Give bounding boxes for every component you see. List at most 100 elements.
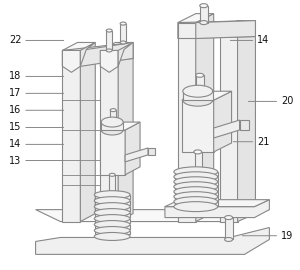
Polygon shape — [214, 120, 239, 138]
Polygon shape — [100, 122, 140, 130]
Polygon shape — [175, 192, 218, 196]
Polygon shape — [125, 148, 148, 162]
Polygon shape — [178, 23, 196, 222]
Ellipse shape — [196, 73, 204, 77]
Polygon shape — [175, 197, 218, 201]
Polygon shape — [178, 14, 214, 23]
Polygon shape — [225, 218, 232, 239]
Polygon shape — [36, 228, 269, 254]
Polygon shape — [95, 219, 130, 222]
Polygon shape — [195, 152, 202, 172]
Polygon shape — [200, 6, 208, 23]
Polygon shape — [238, 21, 256, 222]
Ellipse shape — [94, 203, 130, 211]
Polygon shape — [100, 50, 118, 222]
Ellipse shape — [174, 182, 218, 192]
Polygon shape — [165, 200, 269, 207]
Ellipse shape — [194, 150, 202, 154]
Polygon shape — [214, 91, 232, 152]
Polygon shape — [62, 42, 95, 50]
Ellipse shape — [109, 173, 115, 176]
Ellipse shape — [174, 177, 218, 187]
Polygon shape — [62, 50, 80, 66]
Ellipse shape — [110, 129, 116, 131]
Polygon shape — [183, 91, 213, 100]
Polygon shape — [175, 172, 218, 176]
Polygon shape — [106, 31, 112, 50]
Polygon shape — [110, 110, 116, 130]
Polygon shape — [148, 148, 155, 155]
Polygon shape — [62, 50, 80, 72]
Polygon shape — [95, 207, 130, 211]
Text: 15: 15 — [9, 123, 21, 133]
Polygon shape — [95, 195, 130, 199]
Ellipse shape — [94, 221, 130, 228]
Ellipse shape — [174, 172, 218, 182]
Ellipse shape — [174, 202, 218, 212]
Polygon shape — [196, 21, 256, 39]
Polygon shape — [62, 42, 133, 66]
Polygon shape — [182, 100, 214, 152]
Ellipse shape — [94, 197, 130, 205]
Ellipse shape — [196, 98, 204, 102]
Ellipse shape — [94, 191, 130, 199]
Polygon shape — [196, 75, 204, 100]
Ellipse shape — [200, 4, 208, 8]
Ellipse shape — [101, 117, 123, 127]
Text: 19: 19 — [281, 231, 293, 241]
Polygon shape — [120, 23, 126, 42]
Ellipse shape — [174, 187, 218, 197]
Ellipse shape — [174, 167, 218, 177]
Polygon shape — [62, 50, 80, 222]
Polygon shape — [100, 50, 118, 72]
Ellipse shape — [106, 29, 112, 32]
Text: 16: 16 — [9, 105, 21, 115]
Ellipse shape — [200, 21, 208, 25]
Polygon shape — [80, 42, 133, 66]
Polygon shape — [36, 210, 269, 222]
Polygon shape — [95, 212, 130, 217]
Polygon shape — [95, 231, 130, 234]
Polygon shape — [95, 225, 130, 228]
Text: 21: 21 — [257, 137, 270, 147]
Polygon shape — [178, 23, 196, 39]
Ellipse shape — [120, 22, 126, 25]
Polygon shape — [109, 175, 115, 195]
Ellipse shape — [183, 85, 213, 97]
Polygon shape — [125, 122, 140, 175]
Polygon shape — [196, 14, 214, 222]
Polygon shape — [239, 120, 250, 130]
Polygon shape — [175, 182, 218, 186]
Text: 18: 18 — [9, 72, 21, 82]
Polygon shape — [118, 42, 133, 66]
Ellipse shape — [94, 215, 130, 222]
Polygon shape — [80, 42, 95, 66]
Text: 22: 22 — [9, 35, 21, 45]
Ellipse shape — [120, 41, 126, 44]
Polygon shape — [175, 202, 218, 206]
Ellipse shape — [94, 227, 130, 234]
Ellipse shape — [225, 238, 232, 241]
Polygon shape — [80, 42, 95, 222]
Ellipse shape — [94, 209, 130, 217]
Text: 13: 13 — [9, 156, 21, 166]
Polygon shape — [178, 21, 256, 39]
Polygon shape — [95, 201, 130, 205]
Polygon shape — [182, 91, 232, 100]
Polygon shape — [175, 187, 218, 191]
Polygon shape — [220, 21, 256, 29]
Text: 14: 14 — [257, 35, 269, 45]
Text: 14: 14 — [9, 139, 21, 149]
Text: 17: 17 — [9, 88, 21, 98]
Polygon shape — [165, 200, 269, 218]
Text: 20: 20 — [281, 96, 293, 106]
Polygon shape — [100, 42, 133, 50]
Polygon shape — [100, 130, 125, 175]
Ellipse shape — [110, 109, 116, 112]
Ellipse shape — [101, 125, 123, 135]
Ellipse shape — [183, 94, 213, 106]
Ellipse shape — [225, 215, 232, 220]
Polygon shape — [175, 177, 218, 181]
Polygon shape — [118, 42, 133, 222]
Polygon shape — [220, 29, 238, 222]
